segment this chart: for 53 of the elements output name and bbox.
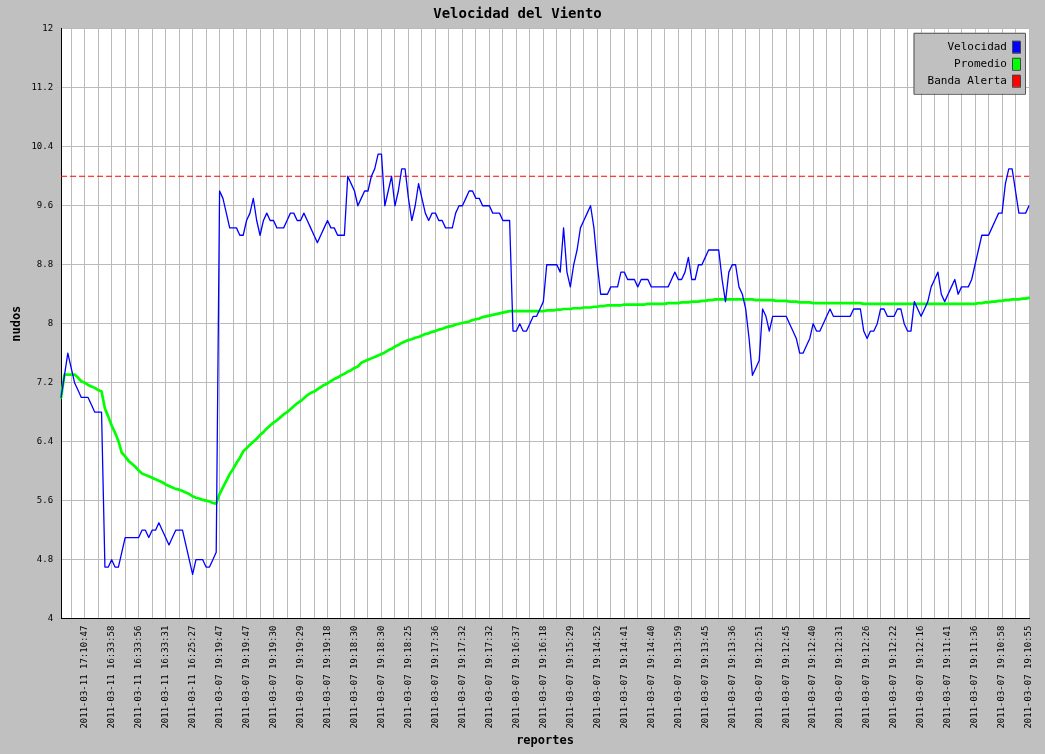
x-tick-label: 2011-03-07 19:12:16 — [915, 625, 926, 729]
y-tick-label: 4.8 — [36, 554, 54, 565]
x-tick-label: 2011-03-07 19:19:18 — [321, 625, 332, 729]
x-tick-label: 2011-03-07 19:19:29 — [294, 625, 305, 729]
x-tick-label: 2011-03-07 19:10:55 — [1023, 625, 1034, 729]
x-tick-label: 2011-03-07 19:16:18 — [537, 625, 548, 729]
x-tick-label: 2011-03-07 19:14:41 — [618, 625, 629, 729]
y-tick-label: 11.2 — [31, 82, 54, 93]
x-tick-label: 2011-03-07 19:19:47 — [213, 625, 224, 729]
x-tick-label: 2011-03-07 19:18:25 — [402, 625, 413, 729]
y-tick-label: 4 — [47, 612, 54, 623]
x-tick-label: 2011-03-07 19:13:59 — [672, 625, 683, 729]
y-tick-label: 7.2 — [36, 377, 54, 388]
legend-label: Banda Alerta — [927, 73, 1007, 87]
x-tick-label: 2011-03-07 19:18:30 — [348, 625, 359, 729]
x-tick-label: 2011-03-07 19:17:36 — [429, 625, 440, 729]
x-tick-label: 2011-03-07 19:19:30 — [267, 625, 278, 729]
x-tick-label: 2011-03-07 19:12:45 — [780, 625, 791, 729]
x-tick-label: 2011-03-07 19:12:31 — [834, 625, 845, 729]
x-tick-label: 2011-03-07 19:11:36 — [969, 625, 980, 729]
y-tick-label: 5.6 — [36, 495, 54, 506]
x-tick-label: 2011-03-07 19:14:52 — [591, 625, 602, 729]
x-tick-label: 2011-03-11 16:33:58 — [106, 625, 117, 729]
x-axis-title: reportes — [516, 732, 574, 747]
x-tick-label: 2011-03-07 19:13:36 — [726, 625, 737, 729]
y-tick-label: 6.4 — [36, 436, 54, 447]
y-tick-label: 8 — [47, 318, 54, 329]
x-tick-label: 2011-03-11 16:33:31 — [159, 625, 170, 729]
x-tick-label: 2011-03-07 19:19:47 — [240, 625, 251, 729]
x-tick-label: 2011-03-07 19:17:32 — [456, 625, 467, 729]
legend-label: Promedio — [954, 56, 1007, 70]
x-tick-label: 2011-03-07 19:12:26 — [861, 625, 872, 729]
x-tick-label: 2011-03-11 16:33:56 — [132, 625, 143, 729]
chart-title: Velocidad del Viento — [433, 5, 602, 22]
x-tick-label: 2011-03-07 19:14:40 — [645, 625, 656, 729]
y-tick-label: 8.8 — [36, 259, 54, 270]
x-tick-label: 2011-03-07 19:11:41 — [942, 625, 953, 729]
x-tick-label: 2011-03-07 19:12:51 — [753, 625, 764, 729]
x-tick-label: 2011-03-07 19:17:32 — [483, 625, 494, 729]
x-tick-label: 2011-03-11 17:10:47 — [79, 625, 90, 729]
x-tick-label: 2011-03-07 19:12:40 — [807, 625, 818, 729]
x-tick-label: 2011-03-07 19:10:58 — [996, 625, 1007, 729]
y-tick-label: 10.4 — [31, 141, 54, 152]
x-tick-label: 2011-03-07 19:12:22 — [888, 625, 899, 729]
x-tick-label: 2011-03-11 16:25:27 — [186, 625, 197, 729]
y-tick-label: 12 — [42, 23, 54, 34]
legend-label: Velocidad — [947, 39, 1007, 53]
x-tick-label: 2011-03-07 19:15:29 — [564, 625, 575, 729]
x-tick-label: 2011-03-07 19:16:37 — [510, 625, 521, 729]
x-tick-label: 2011-03-07 19:13:45 — [699, 625, 710, 729]
x-tick-label: 2011-03-07 19:18:30 — [375, 625, 386, 729]
y-tick-label: 9.6 — [36, 200, 54, 211]
y-axis-title: nudos — [9, 305, 24, 342]
